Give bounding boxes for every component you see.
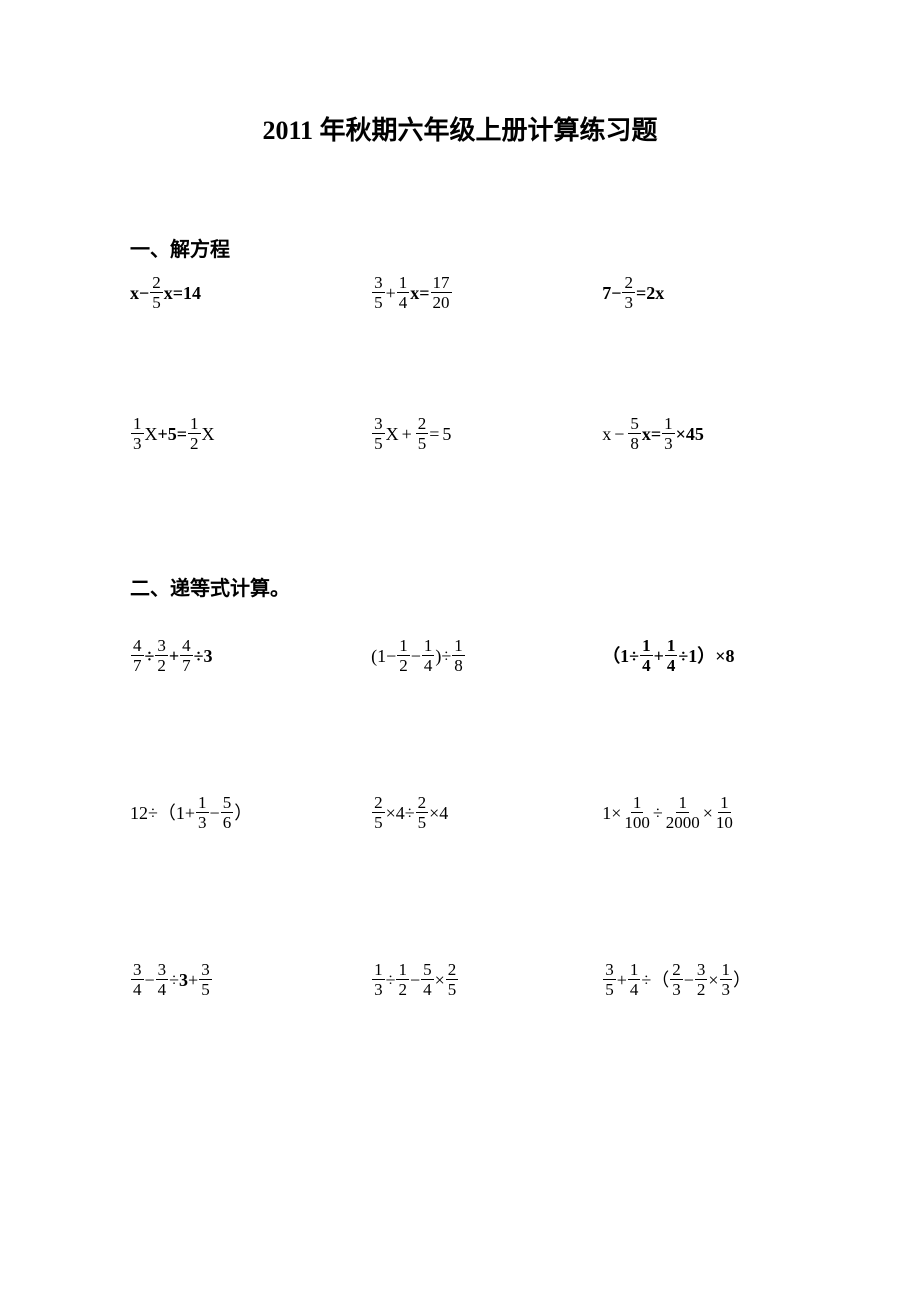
fraction-denominator: 2000 — [664, 813, 702, 831]
fraction-denominator: 4 — [628, 980, 641, 998]
fraction-denominator: 6 — [221, 813, 234, 831]
fraction-denominator: 2 — [396, 980, 409, 998]
fraction-denominator: 2 — [397, 656, 410, 674]
equation-cell: 13X+5=12X — [130, 415, 348, 452]
fraction-denominator: 3 — [622, 293, 635, 311]
equation-cell: x−58x=13×45 — [572, 415, 790, 452]
fraction-denominator: 5 — [416, 813, 429, 831]
fraction-numerator: 17 — [431, 274, 452, 293]
equation-cell: 12÷（1+13−56） — [130, 794, 348, 831]
fraction-denominator: 3 — [372, 980, 385, 998]
fraction-denominator: 4 — [422, 656, 435, 674]
fraction-numerator: 1 — [631, 794, 644, 813]
fraction-numerator: 2 — [150, 274, 163, 293]
equation-cell: 35X+25=5 — [351, 415, 569, 452]
equation-row: 34−34÷3+35 13÷12−54×25 35+14÷（23−32×13） — [130, 961, 790, 998]
fraction-numerator: 1 — [196, 794, 209, 813]
fraction-numerator: 4 — [131, 637, 144, 656]
equation-cell: 35+14÷（23−32×13） — [572, 961, 790, 998]
equation-cell: 35+14x=1720 — [351, 274, 569, 311]
fraction-numerator: 1 — [422, 637, 435, 656]
fraction-denominator: 5 — [372, 813, 385, 831]
fraction-numerator: 2 — [416, 415, 429, 434]
fraction-denominator: 3 — [662, 434, 675, 452]
fraction-denominator: 5 — [372, 434, 385, 452]
fraction-numerator: 3 — [603, 961, 616, 980]
equation-row: x−25x=14 35+14x=1720 7−23=2x — [130, 274, 790, 311]
fraction-denominator: 7 — [180, 656, 193, 674]
fraction-numerator: 1 — [662, 415, 675, 434]
fraction-numerator: 2 — [446, 961, 459, 980]
fraction-denominator: 3 — [720, 980, 733, 998]
fraction-numerator: 4 — [180, 637, 193, 656]
fraction-denominator: 20 — [431, 293, 452, 311]
fraction-numerator: 3 — [372, 415, 385, 434]
equation-row: 12÷（1+13−56） 25×4÷25×4 1×1100÷12000×110 — [130, 794, 790, 831]
fraction-numerator: 1 — [628, 961, 641, 980]
fraction-denominator: 4 — [665, 656, 678, 674]
fraction-numerator: 1 — [452, 637, 465, 656]
equation-cell: （1÷14+ 14÷1）×8 — [572, 637, 790, 674]
equation-row: 47÷32+47÷3 (1−12−14)÷18 （1÷14+ 14÷1）×8 — [130, 637, 790, 674]
fraction-numerator: 1 — [397, 637, 410, 656]
equation-cell: 47÷32+47÷3 — [130, 637, 348, 674]
fraction-numerator: 1 — [718, 794, 731, 813]
fraction-denominator: 8 — [452, 656, 465, 674]
equation-cell: 7−23=2x — [572, 274, 790, 311]
fraction-numerator: 3 — [156, 961, 169, 980]
fraction-numerator: 3 — [155, 637, 168, 656]
fraction-numerator: 3 — [131, 961, 144, 980]
fraction-denominator: 2 — [695, 980, 708, 998]
equation-cell: 34−34÷3+35 — [130, 961, 348, 998]
fraction-denominator: 3 — [131, 434, 144, 452]
fraction-denominator: 3 — [670, 980, 683, 998]
equation-cell: (1−12−14)÷18 — [351, 637, 569, 674]
fraction-numerator: 2 — [372, 794, 385, 813]
section-1-heading: 一、解方程 — [130, 233, 790, 262]
fraction-denominator: 5 — [416, 434, 429, 452]
fraction-numerator: 1 — [372, 961, 385, 980]
fraction-denominator: 5 — [446, 980, 459, 998]
fraction-numerator: 1 — [665, 637, 678, 656]
fraction-numerator: 1 — [396, 961, 409, 980]
equation-cell: 25×4÷25×4 — [351, 794, 569, 831]
fraction-numerator: 1 — [397, 274, 410, 293]
fraction-numerator: 5 — [628, 415, 641, 434]
page-title: 2011 年秋期六年级上册计算练习题 — [130, 110, 790, 147]
fraction-numerator: 3 — [199, 961, 212, 980]
fraction-numerator: 1 — [676, 794, 689, 813]
fraction-denominator: 5 — [372, 293, 385, 311]
fraction-denominator: 8 — [628, 434, 641, 452]
fraction-numerator: 2 — [622, 274, 635, 293]
fraction-denominator: 4 — [421, 980, 434, 998]
fraction-numerator: 1 — [640, 637, 653, 656]
equation-cell: 1×1100÷12000×110 — [572, 794, 790, 831]
fraction-denominator: 4 — [131, 980, 144, 998]
fraction-denominator: 10 — [714, 813, 735, 831]
fraction-denominator: 2 — [155, 656, 168, 674]
fraction-denominator: 4 — [640, 656, 653, 674]
fraction-denominator: 100 — [622, 813, 652, 831]
fraction-numerator: 2 — [670, 961, 683, 980]
fraction-numerator: 3 — [695, 961, 708, 980]
fraction-numerator: 1 — [131, 415, 144, 434]
equation-cell: x−25x=14 — [130, 274, 348, 311]
fraction-denominator: 2 — [188, 434, 201, 452]
fraction-denominator: 7 — [131, 656, 144, 674]
fraction-numerator: 3 — [372, 274, 385, 293]
fraction-numerator: 1 — [720, 961, 733, 980]
fraction-denominator: 3 — [196, 813, 209, 831]
fraction-denominator: 5 — [150, 293, 163, 311]
fraction-denominator: 4 — [156, 980, 169, 998]
equation-row: 13X+5=12X 35X+25=5 x−58x=13×45 — [130, 415, 790, 452]
fraction-numerator: 5 — [421, 961, 434, 980]
fraction-numerator: 1 — [188, 415, 201, 434]
fraction-numerator: 5 — [221, 794, 234, 813]
fraction-denominator: 5 — [603, 980, 616, 998]
fraction-denominator: 5 — [199, 980, 212, 998]
fraction-numerator: 2 — [416, 794, 429, 813]
fraction-denominator: 4 — [397, 293, 410, 311]
equation-cell: 13÷12−54×25 — [351, 961, 569, 998]
section-2-heading: 二、递等式计算。 — [130, 572, 790, 601]
